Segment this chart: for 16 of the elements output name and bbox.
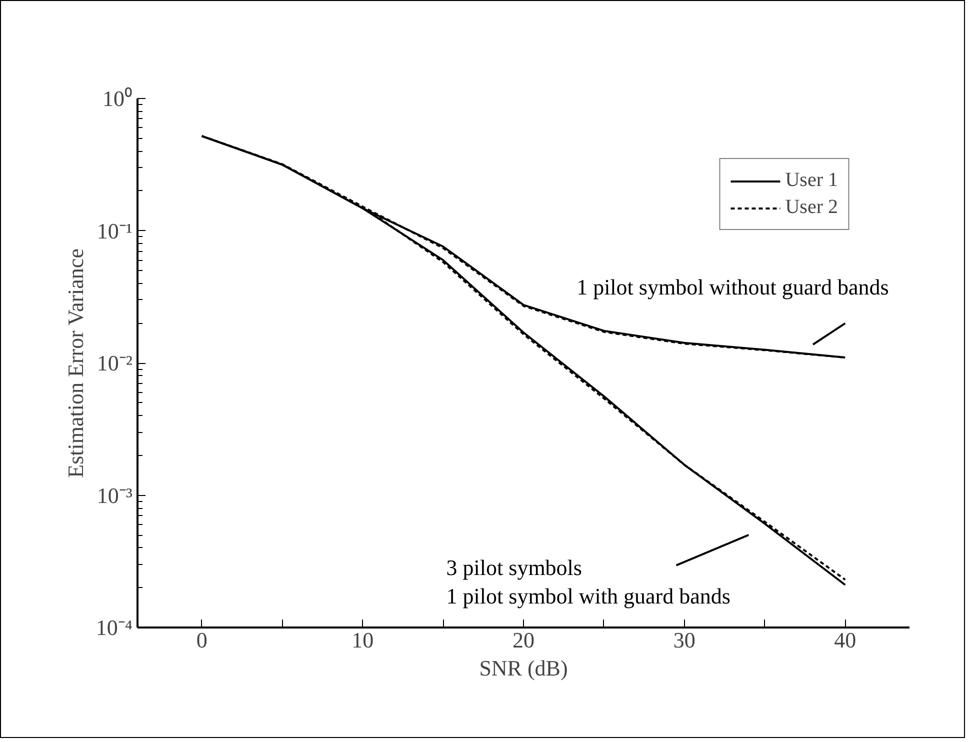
legend-label: User 2: [785, 196, 838, 219]
x-axis-title: SNR (dB): [479, 656, 568, 680]
x-tick-label: 10: [352, 628, 374, 652]
x-tick-label: 40: [834, 628, 856, 652]
y-tick-label: 10⁻³: [96, 482, 133, 508]
y-tick-label: 10⁰: [102, 86, 132, 111]
x-tick-label: 0: [196, 628, 208, 652]
y-tick-label: 10⁻¹: [96, 218, 133, 244]
y-axis-title: Estimation Error Variance: [62, 248, 88, 478]
legend-label: User 1: [785, 169, 838, 192]
x-tick-label: 30: [673, 628, 696, 652]
x-tick-label: 20: [512, 628, 534, 652]
annotation: 3 pilot symbols 1 pilot symbol with guard bands: [446, 554, 730, 609]
annotation: 1 pilot symbol without guard bands: [576, 274, 889, 300]
y-tick-label: 10⁻²: [96, 350, 133, 376]
y-tick-label: 10⁻⁴: [96, 615, 133, 640]
